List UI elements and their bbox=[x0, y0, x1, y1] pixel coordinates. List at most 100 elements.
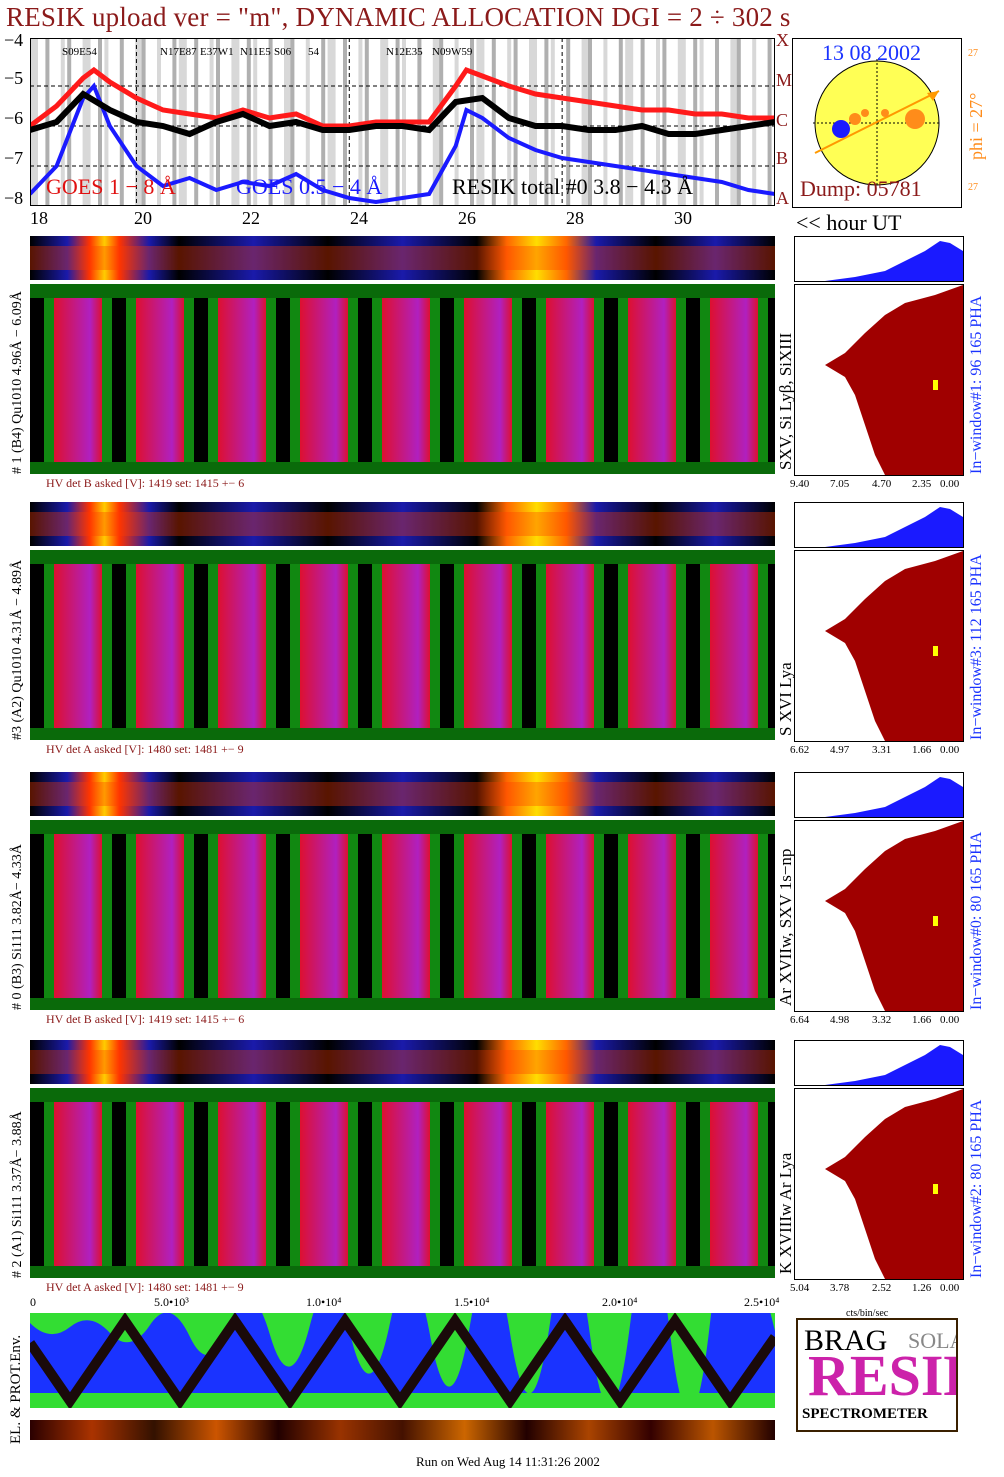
x-tick: 30 bbox=[674, 208, 692, 228]
class-letter: B bbox=[776, 148, 789, 168]
cts-label: cts/bin/sec bbox=[846, 1308, 889, 1319]
channel-label: # 2 (A1) Si111 3.37Å− 3.88Å bbox=[10, 1111, 25, 1278]
data-gap-band bbox=[172, 38, 177, 206]
sun-date: 13 08 2002 bbox=[822, 40, 921, 65]
goes-x-axis: 18 20 22 24 26 28 30 bbox=[30, 208, 775, 232]
data-gap-band bbox=[588, 38, 592, 206]
plot-frame bbox=[30, 38, 775, 206]
dump-number: Dump: 05781 bbox=[800, 176, 922, 201]
y-tick: −6 bbox=[4, 108, 24, 128]
hist-tick: 1.66 bbox=[912, 1014, 932, 1026]
data-gap-band bbox=[656, 38, 660, 206]
page-title: RESIK upload ver = "m", DYNAMIC ALLOCATI… bbox=[6, 2, 791, 32]
x-tick: 1.0•10⁴ bbox=[306, 1295, 342, 1309]
data-gap-band bbox=[246, 38, 251, 206]
data-gap-band bbox=[699, 38, 704, 206]
data-gap-band bbox=[157, 38, 161, 206]
data-gap-band bbox=[476, 38, 485, 206]
channel-label: # 1 (B4) Qu1010 4.96Å − 6.09Å bbox=[10, 291, 25, 474]
hist-tick: 3.31 bbox=[872, 744, 892, 756]
region-label: S06 bbox=[274, 46, 292, 58]
spectrum-heatmap bbox=[30, 550, 775, 740]
x-tick: 20 bbox=[134, 208, 152, 228]
line-histogram bbox=[794, 284, 964, 476]
hist-tick: 6.64 bbox=[790, 1014, 810, 1026]
hist-tick: 0.00 bbox=[940, 744, 960, 756]
line-id-label: S XVI Lya bbox=[776, 662, 795, 736]
data-gap-band bbox=[677, 38, 686, 206]
hv-readout: HV det B asked [V]: 1419 set: 1415 +− 6 bbox=[46, 1012, 245, 1026]
hist-tick: 0.00 bbox=[940, 1282, 960, 1294]
legend-goes-1-8: GOES 1 − 8 Å bbox=[46, 174, 176, 199]
bottom-axis: 0 5.0•10³ 1.0•10⁴ 1.5•10⁴ 2.0•10⁴ 2.5•10… bbox=[30, 1295, 790, 1311]
hist-tick: 1.26 bbox=[912, 1282, 932, 1294]
window-label: In−window#1: 96 165 PHA bbox=[968, 295, 985, 474]
legend-goes-05-4: GOES 0.5 − 4 Å bbox=[236, 174, 383, 199]
region-label: E37W1 bbox=[200, 46, 234, 58]
region-label: N11E5 bbox=[240, 46, 271, 58]
data-gap-band bbox=[693, 38, 698, 206]
region-label: N12E35 bbox=[386, 46, 423, 58]
logo-resik: RESIK bbox=[808, 1343, 956, 1408]
data-gap-band bbox=[194, 38, 199, 206]
hv-readout: HV det A asked [V]: 1480 set: 1481 +− 9 bbox=[46, 742, 244, 756]
data-gap-band bbox=[454, 38, 459, 206]
hist-tick: 3.32 bbox=[872, 1014, 892, 1026]
hour-ut-label: << hour UT bbox=[796, 210, 902, 235]
goes-y-axis: −4 −5 −6 −7 −8 bbox=[4, 30, 30, 210]
pha-strip bbox=[30, 236, 775, 280]
line-histogram bbox=[794, 820, 964, 1012]
data-gap-band bbox=[60, 38, 65, 206]
hv-readout: HV det A asked [V]: 1480 set: 1481 +− 9 bbox=[46, 1280, 244, 1294]
logo-spectrometer: SPECTROMETER bbox=[802, 1406, 928, 1422]
pha-strip bbox=[30, 1040, 775, 1084]
hist-tick: 2.35 bbox=[912, 478, 932, 490]
line-id-label: Ar XVIIw, SXV 1s−np bbox=[776, 848, 795, 1006]
data-gap-band bbox=[603, 38, 608, 206]
line-id-label: K XVIIIw Ar Lya bbox=[776, 1152, 795, 1274]
phi-tick: 27 bbox=[968, 182, 978, 193]
y-tick: −8 bbox=[4, 188, 24, 208]
data-gap-band bbox=[662, 38, 667, 206]
data-gap-band bbox=[507, 38, 512, 206]
hist-tick: 5.04 bbox=[790, 1282, 810, 1294]
x-tick: 26 bbox=[458, 208, 476, 228]
footer-run-info: Run on Wed Aug 14 11:31:26 2002 bbox=[416, 1454, 600, 1469]
logo-bragg: BRAG bbox=[804, 1324, 888, 1357]
hist-tick: 2.52 bbox=[872, 1282, 892, 1294]
data-gap-band bbox=[529, 38, 537, 206]
legend-resik-total: RESIK total #0 3.8 − 4.3 Å bbox=[452, 174, 693, 199]
data-gap-band bbox=[715, 38, 719, 206]
resik-logo: BRAG RESIK SOLAR SPECTROMETER bbox=[796, 1318, 958, 1432]
y-tick: −5 bbox=[4, 68, 24, 88]
spectrum-heatmap bbox=[30, 1088, 775, 1278]
data-gap-band bbox=[550, 38, 555, 206]
goes-panel bbox=[30, 38, 775, 206]
pha-histogram bbox=[794, 1040, 964, 1086]
class-letter: A bbox=[776, 188, 789, 208]
sun-panel bbox=[792, 38, 962, 208]
channel-label: # 0 (B3) Si111 3.82Å− 4.33Å bbox=[10, 844, 25, 1010]
pha-histogram bbox=[794, 772, 964, 818]
phi-tick: 27 bbox=[968, 48, 978, 59]
series-line-2 bbox=[30, 90, 775, 138]
data-gap-band bbox=[544, 38, 549, 206]
spectrum-heatmap bbox=[30, 820, 775, 1010]
series-line-0 bbox=[30, 66, 775, 129]
hist-tick: 1.66 bbox=[912, 744, 932, 756]
hist-tick: 4.97 bbox=[830, 744, 850, 756]
logo-solar: SOLAR bbox=[908, 1328, 956, 1353]
x-tick: 28 bbox=[566, 208, 584, 228]
spectrum-heatmap bbox=[30, 284, 775, 474]
hist-tick: 4.98 bbox=[830, 1014, 850, 1026]
pha-histogram bbox=[794, 502, 964, 548]
x-tick: 0 bbox=[30, 1295, 36, 1309]
window-label: In−window#0: 80 165 PHA bbox=[968, 831, 985, 1010]
data-gap-band bbox=[491, 38, 496, 206]
data-gap-band bbox=[268, 38, 273, 206]
env-panel bbox=[30, 1313, 775, 1408]
x-tick: 2.5•10⁴ bbox=[744, 1295, 780, 1309]
class-letter: M bbox=[776, 70, 793, 90]
hist-tick: 6.62 bbox=[790, 744, 810, 756]
solar-disk bbox=[813, 59, 941, 187]
